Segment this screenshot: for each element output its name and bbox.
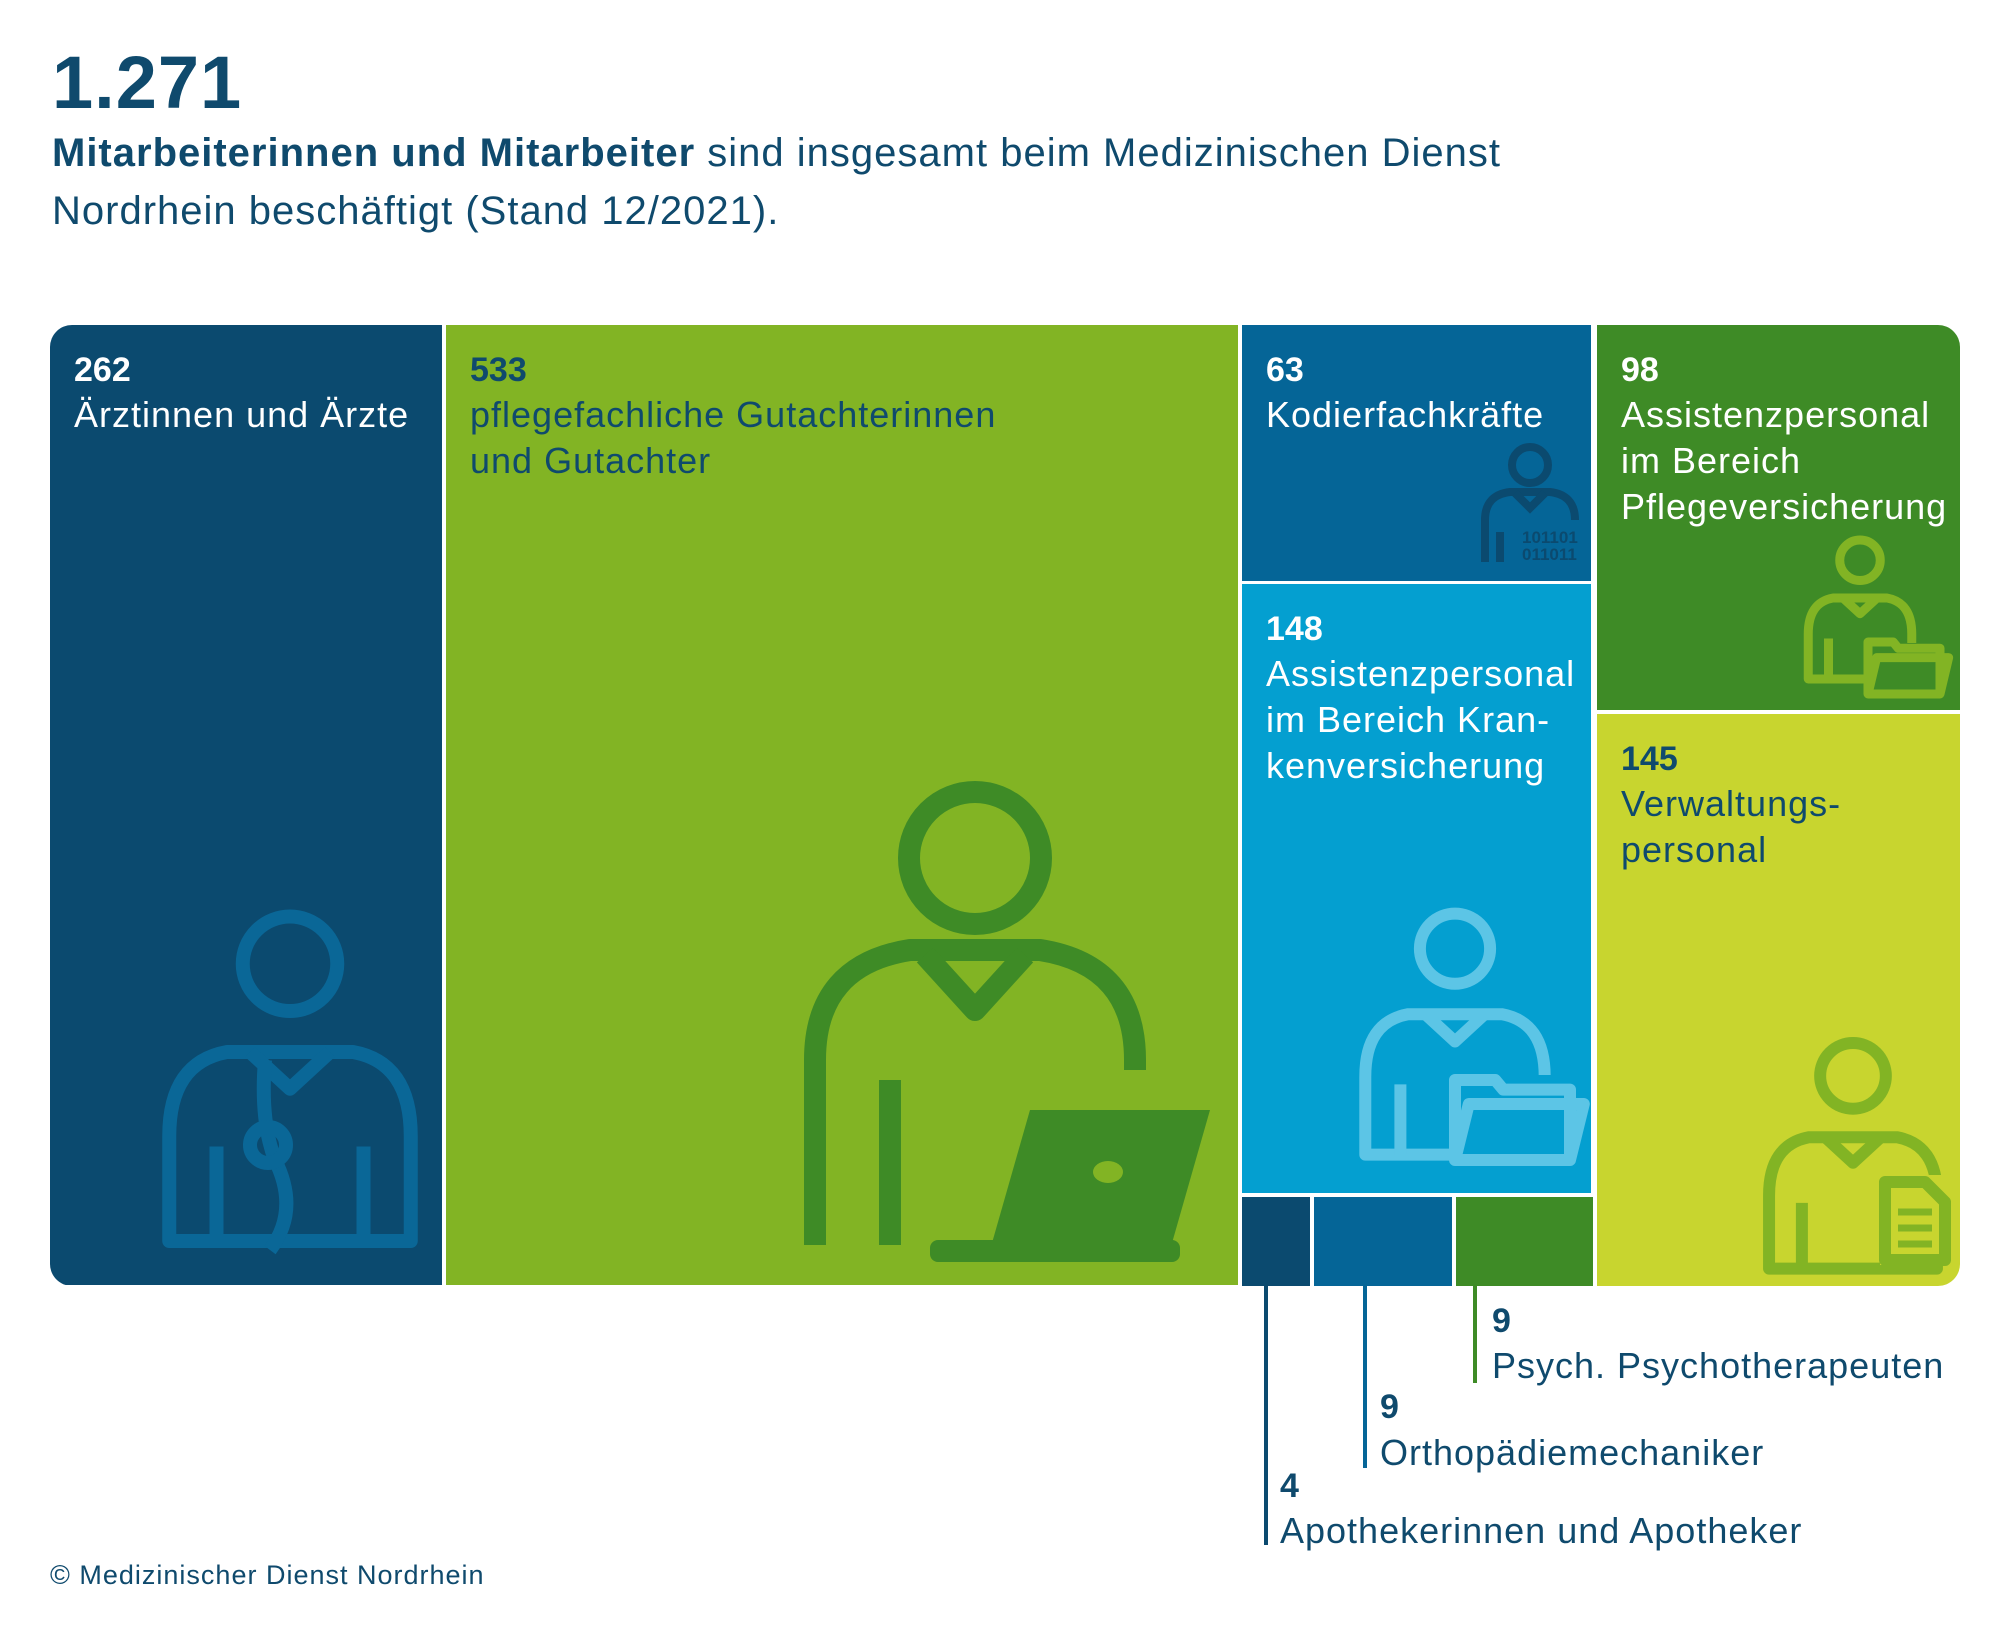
binary-text: 101101 <box>1522 528 1578 547</box>
doctor-icon <box>162 909 418 1255</box>
category-label: Orthopädiemechaniker <box>1380 1432 1764 1473</box>
data-value-label: 145 <box>1621 740 1678 778</box>
category-label: im Bereich Kran- <box>1266 699 1550 740</box>
person-body <box>1359 1008 1551 1161</box>
person-collar <box>1839 594 1881 619</box>
category-label: Psych. Psychotherapeuten <box>1492 1345 1944 1386</box>
category-label: im Bereich <box>1621 440 1801 481</box>
data-value-label: 533 <box>470 351 527 389</box>
stethoscope-head <box>243 1120 293 1170</box>
category-label: Apothekerinnen und Apotheker <box>1280 1510 1802 1551</box>
laptop-logo <box>1093 1161 1123 1183</box>
category-label: Assistenzpersonal <box>1266 653 1575 694</box>
person-body <box>1481 488 1579 562</box>
subtitle-bold: Mitarbeiterinnen und Mitarbeiter <box>52 131 696 175</box>
person-collar <box>1821 1132 1885 1169</box>
person-body <box>804 939 1146 1245</box>
data-value-label: 148 <box>1266 610 1323 648</box>
category-label: Assistenzpersonal <box>1621 394 1930 435</box>
treemap-cell <box>1242 1197 1310 1286</box>
person-body <box>162 1045 418 1248</box>
total-count: 1.271 <box>52 41 243 124</box>
person-head <box>1835 535 1885 585</box>
data-value-label: 4 <box>1280 1467 1299 1505</box>
folder-shape <box>1449 1074 1590 1166</box>
person-laptop-icon <box>804 781 1210 1262</box>
data-value-label: 98 <box>1621 351 1659 389</box>
category-label: Kodierfachkräfte <box>1266 394 1544 435</box>
treemap-cell <box>50 325 442 1285</box>
person-folder-icon <box>1359 907 1590 1166</box>
treemap-cells <box>50 325 1960 1286</box>
subtitle: Mitarbeiterinnen und Mitarbeiter sind in… <box>52 124 1552 240</box>
treemap-cell <box>1456 1197 1593 1286</box>
category-label: Pflegeversicherung <box>1621 486 1947 527</box>
category-label: und Gutachter <box>470 440 711 481</box>
copyright: © Medizinischer Dienst Nordrhein <box>50 1560 485 1590</box>
data-value-label: 63 <box>1266 351 1304 389</box>
document-shape <box>1879 1176 1951 1266</box>
person-head <box>1413 907 1497 990</box>
data-value-label: 9 <box>1380 1388 1399 1426</box>
subtitle-rest: sind insgesamt beim Medizinischen Dienst… <box>52 131 1501 233</box>
category-label: Verwaltungs- <box>1621 783 1841 824</box>
data-value-label: 9 <box>1492 1302 1511 1340</box>
category-label: personal <box>1621 829 1767 870</box>
laptop-base <box>930 1240 1180 1262</box>
person-collar <box>916 947 1034 1021</box>
person-head <box>1814 1037 1892 1115</box>
person-body <box>1803 593 1917 684</box>
person-head <box>1508 443 1552 487</box>
person-head <box>235 909 345 1019</box>
labels-layer: 262 Ärztinnen und Ärzte 533 pflegefachliche… <box>74 351 1947 1551</box>
binary-text: 011011 <box>1522 545 1577 564</box>
data-value-label: 262 <box>74 351 131 389</box>
category-label: kenversicherung <box>1266 745 1545 786</box>
person-folder-icon <box>1803 535 1954 699</box>
category-label: pflegefachliche Gutachterinnen <box>470 394 996 435</box>
folder-shape <box>1863 637 1954 699</box>
person-collar <box>1421 1009 1489 1048</box>
person-head <box>898 781 1052 935</box>
person-collar <box>1512 490 1548 514</box>
treemap-cell <box>1242 325 1591 581</box>
person-document-icon <box>1763 1037 1951 1275</box>
category-label: Ärztinnen und Ärzte <box>74 394 409 435</box>
treemap-cell <box>1314 1197 1452 1286</box>
